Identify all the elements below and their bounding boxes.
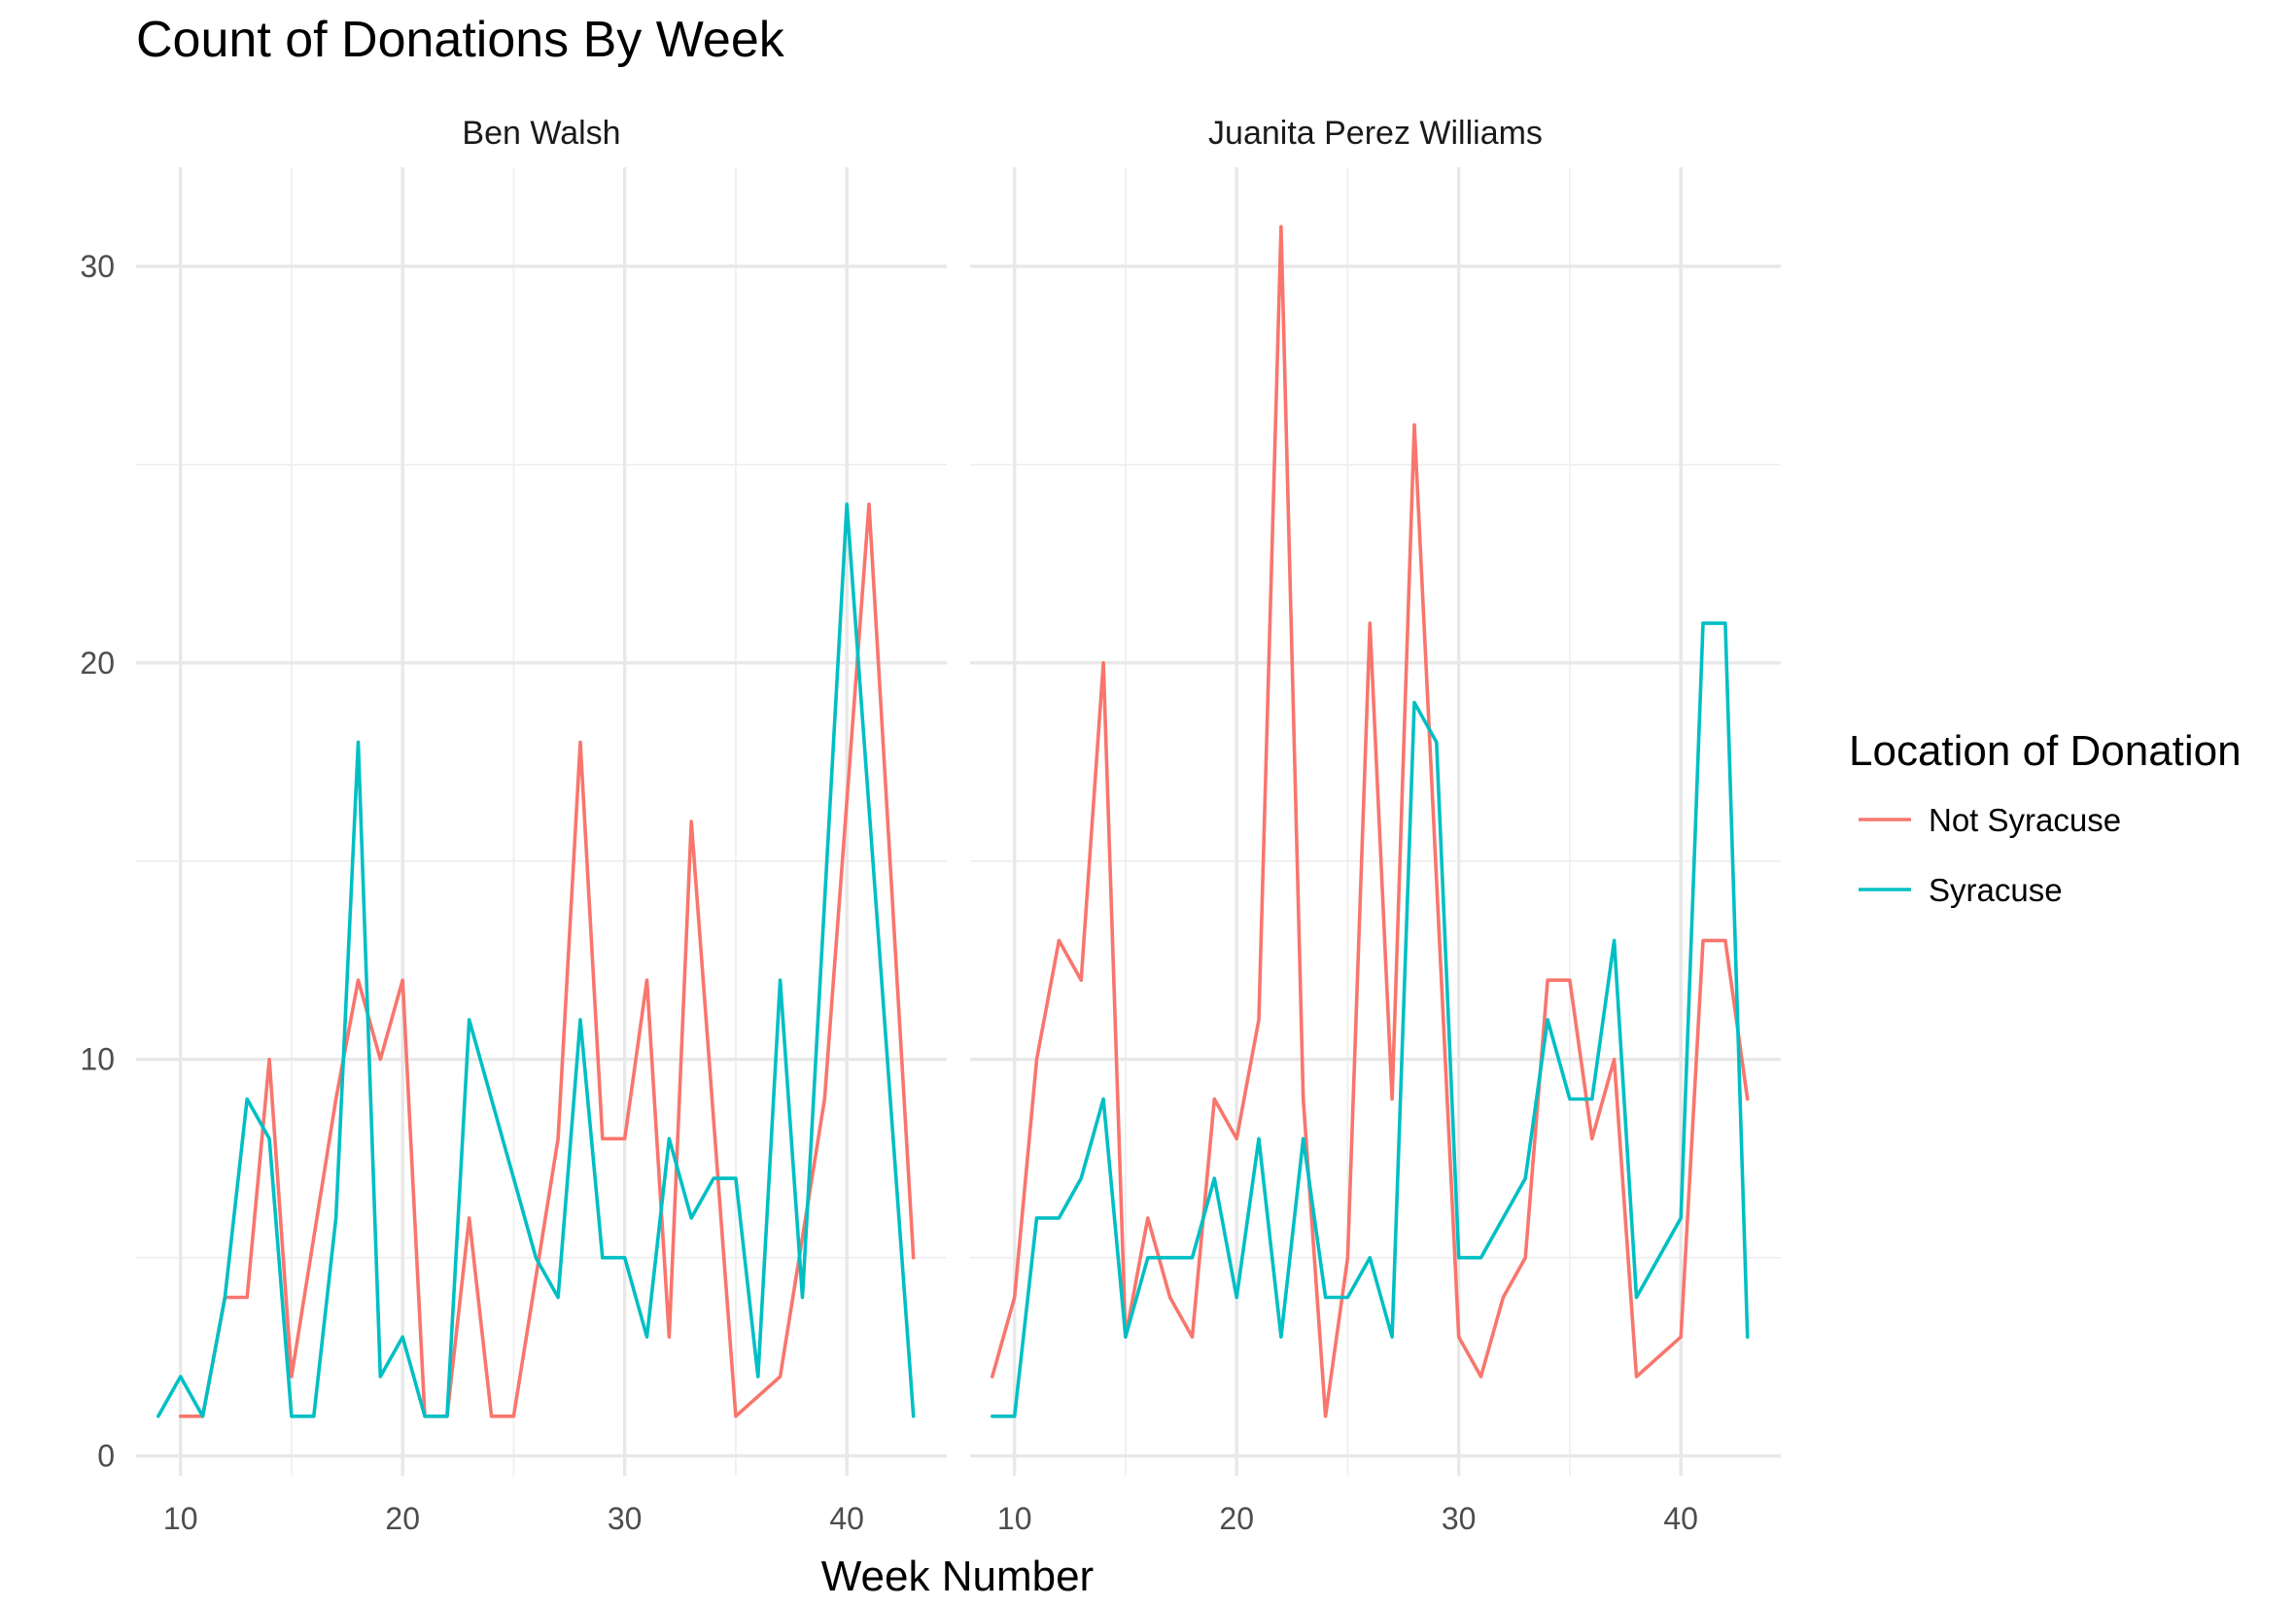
series-line-not-syracuse: [990, 225, 1750, 1418]
x-tick-label: 30: [1442, 1501, 1477, 1536]
series-line-syracuse: [990, 621, 1750, 1418]
legend-item-syracuse: Syracuse: [1859, 872, 2063, 908]
legend: Location of Donation Not Syracuse Syracus…: [1849, 727, 2242, 908]
panel-juanita-perez-williams: Juanita Perez Williams 10 20 30 40: [970, 115, 1781, 1536]
x-tick-label: 20: [385, 1501, 420, 1536]
x-tick-label: 30: [608, 1501, 643, 1536]
chart-title: Count of Donations By Week: [136, 12, 785, 68]
y-tick-label: 0: [97, 1439, 115, 1474]
y-tick-label: 30: [80, 249, 115, 284]
y-tick-label: 10: [80, 1042, 115, 1077]
x-tick-label: 10: [163, 1501, 198, 1536]
panel-title: Ben Walsh: [462, 115, 620, 152]
legend-title: Location of Donation: [1849, 727, 2242, 775]
y-tick-label: 20: [80, 646, 115, 681]
x-tick-label: 40: [829, 1501, 864, 1536]
panel-title: Juanita Perez Williams: [1208, 115, 1543, 152]
legend-label: Not Syracuse: [1929, 802, 2121, 838]
x-axis-title: Week Number: [821, 1553, 1094, 1600]
legend-entries: Not Syracuse Syracuse: [1859, 802, 2121, 908]
x-tick-label: 10: [997, 1501, 1032, 1536]
panel-ben-walsh: Ben Walsh 10 20 30 40 0 10 20 30: [80, 115, 947, 1536]
series-line-not-syracuse: [178, 502, 916, 1418]
legend-label: Syracuse: [1929, 872, 2063, 908]
series-line-syracuse: [157, 502, 916, 1418]
legend-item-not-syracuse: Not Syracuse: [1859, 802, 2121, 838]
x-tick-label: 40: [1663, 1501, 1698, 1536]
x-tick-label: 20: [1219, 1501, 1254, 1536]
